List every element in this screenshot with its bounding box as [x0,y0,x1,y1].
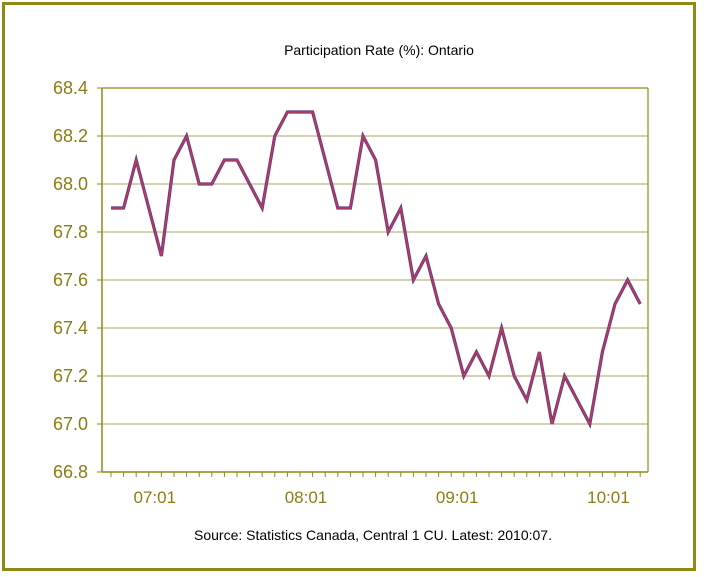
grid-lines [102,135,648,425]
source-note: Source: Statistics Canada, Central 1 CU.… [194,527,552,543]
y-tick-label: 68.0 [53,174,88,194]
x-tick-label: 10:01 [587,488,630,507]
x-tick-label: 07:01 [134,488,177,507]
x-tick-label: 09:01 [436,488,479,507]
series-line [111,111,641,426]
y-tick-label: 67.4 [53,318,88,338]
y-tick-label: 67.8 [53,222,88,242]
y-tick-label: 68.4 [53,78,88,98]
y-tick-label: 67.6 [53,270,88,290]
y-tick-label: 66.8 [53,462,88,482]
y-tick-label: 67.2 [53,366,88,386]
x-axis-ticks: 07:01 08:01 09:01 10:01 [110,472,641,507]
y-tick-label: 68.2 [53,126,88,146]
series-group [110,110,642,429]
y-tick-label: 67.0 [53,414,88,434]
y-axis-ticks: 68.4 68.2 68.0 67.8 67.6 67.4 67.2 67.0 66.8 [53,78,102,482]
chart-title: Participation Rate (%): Ontario [284,42,474,58]
x-tick-label: 08:01 [285,488,328,507]
chart-frame [2,2,696,571]
